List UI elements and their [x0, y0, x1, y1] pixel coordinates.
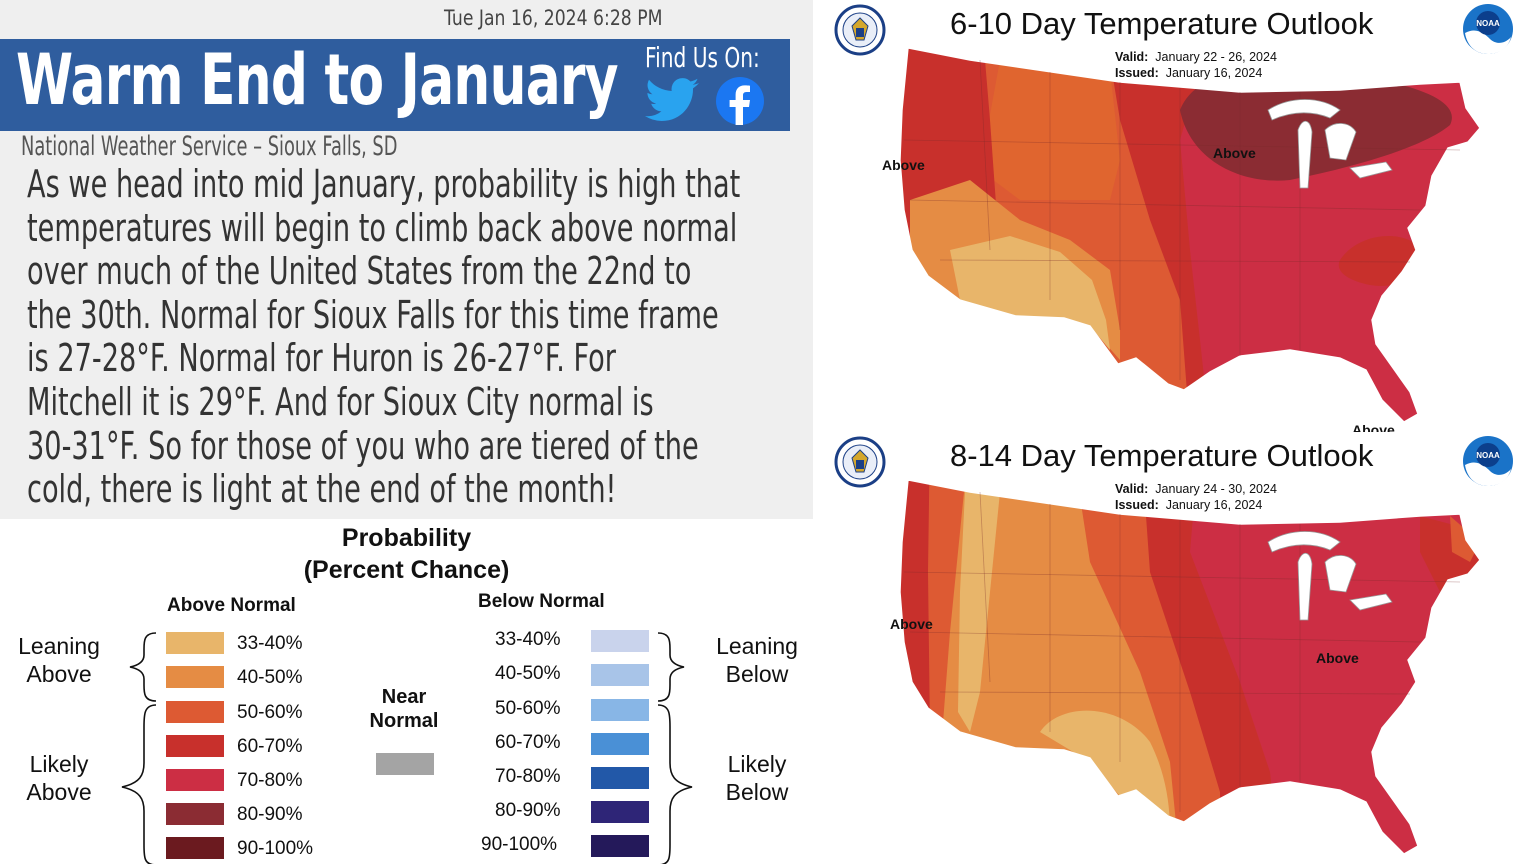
valid-value: January 24 - 30, 2024 — [1155, 482, 1277, 496]
noaa-logo-text: NOAA — [1476, 451, 1500, 460]
likely-above-label: Likely Above — [4, 750, 114, 806]
below-normal-swatch — [591, 664, 649, 686]
outlook-map-6-10-day: NOAA 6-10 Day Temperature Outlook Valid:… — [820, 0, 1536, 432]
title-banner: Warm End to January Find Us On: — [0, 39, 790, 131]
map-label-west: Above — [890, 616, 933, 632]
above-normal-swatch-label: 70-80% — [237, 770, 303, 791]
below-normal-header: Below Normal — [478, 591, 605, 612]
left-braces — [121, 632, 157, 864]
probability-legend: Probability (Percent Chance) Above Norma… — [0, 519, 813, 864]
valid-label: Valid: — [1115, 50, 1149, 64]
outlook-map-8-14-day: NOAA 8-14 Day Temperature Outlook Valid:… — [820, 432, 1536, 864]
valid-dates: Valid: January 22 - 26, 2024 — [1115, 50, 1277, 64]
below-normal-swatch — [591, 835, 649, 857]
leaning-above-label: Leaning Above — [4, 632, 114, 688]
right-braces — [657, 632, 693, 864]
group-label-line: Likely — [29, 751, 89, 777]
body-line: 30-31°F. So for those of you who are tie… — [27, 423, 699, 468]
group-label-line: Above — [26, 779, 92, 805]
above-normal-swatch-label: 80-90% — [237, 804, 303, 825]
noaa-logo-text: NOAA — [1476, 19, 1500, 28]
near-normal-label: Near Normal — [354, 685, 454, 733]
map-title: 8-14 Day Temperature Outlook — [950, 438, 1374, 473]
map-label-west: Above — [882, 157, 925, 173]
group-label-line: Leaning — [716, 633, 798, 659]
group-label-line: Likely — [727, 751, 787, 777]
valid-dates: Valid: January 24 - 30, 2024 — [1115, 482, 1277, 496]
above-normal-swatch — [166, 735, 224, 757]
group-label-line: Leaning — [18, 633, 100, 659]
above-normal-swatch — [166, 837, 224, 859]
group-label-line: Below — [725, 779, 789, 805]
body-line: cold, there is light at the end of the m… — [27, 467, 617, 512]
above-normal-swatch — [166, 632, 224, 654]
legend-title: Probability — [341, 524, 472, 552]
near-normal-swatch — [376, 753, 434, 775]
below-normal-swatch-label: 60-70% — [495, 732, 561, 753]
twitter-icon[interactable] — [645, 77, 701, 125]
below-normal-swatch-label: 50-60% — [495, 698, 561, 719]
above-normal-swatch — [166, 803, 224, 825]
facebook-icon[interactable] — [716, 77, 764, 125]
near-normal-line: Normal — [369, 710, 439, 732]
above-normal-swatch-label: 50-60% — [237, 702, 303, 723]
noaa-logo-icon: NOAA — [1463, 4, 1513, 54]
near-normal-line: Near — [381, 686, 427, 708]
below-normal-swatch-label: 33-40% — [495, 629, 561, 650]
timestamp: Tue Jan 16, 2024 6:28 PM — [444, 6, 663, 30]
info-panel: Tue Jan 16, 2024 6:28 PM Warm End to Jan… — [0, 0, 813, 519]
map-label-south: Above — [1352, 422, 1395, 432]
body-line: temperatures will begin to climb back ab… — [27, 205, 738, 250]
issued-value: January 16, 2024 — [1165, 498, 1263, 512]
below-normal-swatch — [591, 699, 649, 721]
organization-line: National Weather Service – Sioux Falls, … — [21, 131, 398, 162]
above-normal-swatch — [166, 701, 224, 723]
above-normal-swatch-label: 60-70% — [237, 736, 303, 757]
group-label-line: Below — [725, 661, 789, 687]
outlook-map-graphic — [899, 47, 1481, 423]
find-us-label: Find Us On: — [645, 41, 760, 74]
below-normal-swatch-label: 70-80% — [495, 766, 561, 787]
above-normal-swatch — [166, 769, 224, 791]
body-line: As we head into mid January, probability… — [27, 162, 741, 206]
issued-date: Issued: January 16, 2024 — [1115, 498, 1262, 512]
issued-label: Issued: — [1115, 498, 1159, 512]
likely-below-label: Likely Below — [702, 750, 812, 806]
dept-commerce-seal-icon — [834, 436, 886, 488]
below-normal-swatch-label: 90-100% — [481, 834, 558, 855]
below-normal-swatch-label: 80-90% — [495, 800, 561, 821]
legend-subtitle: (Percent Chance) — [303, 556, 510, 584]
below-normal-swatch — [591, 801, 649, 823]
below-normal-swatch — [591, 630, 649, 652]
body-line: the 30th. Normal for Sioux Falls for thi… — [27, 292, 719, 337]
valid-value: January 22 - 26, 2024 — [1155, 50, 1277, 64]
group-label-line: Above — [26, 661, 92, 687]
valid-label: Valid: — [1115, 482, 1149, 496]
body-line: Mitchell it is 29°F. And for Sioux City … — [27, 379, 654, 424]
body-line: over much of the United States from the … — [27, 249, 692, 294]
body-paragraph: As we head into mid January, probability… — [27, 162, 778, 512]
above-normal-header: Above Normal — [167, 595, 296, 616]
body-line: is 27-28°F. Normal for Huron is 26-27°F.… — [27, 336, 616, 381]
map-label-east: Above — [1213, 145, 1256, 161]
page-title: Warm End to January — [16, 39, 618, 121]
leaning-below-label: Leaning Below — [702, 632, 812, 688]
below-normal-swatch-label: 40-50% — [495, 663, 561, 684]
issued-date: Issued: January 16, 2024 — [1115, 66, 1262, 80]
above-normal-swatch — [166, 666, 224, 688]
dept-commerce-seal-icon — [834, 4, 886, 56]
above-normal-swatch-label: 90-100% — [237, 838, 314, 859]
map-label-east: Above — [1316, 650, 1359, 666]
below-normal-swatch — [591, 767, 649, 789]
above-normal-swatch-label: 40-50% — [237, 667, 303, 688]
below-normal-swatch — [591, 733, 649, 755]
issued-label: Issued: — [1115, 66, 1159, 80]
outlook-map-graphic — [899, 479, 1481, 855]
map-title: 6-10 Day Temperature Outlook — [950, 6, 1374, 41]
above-normal-swatch-label: 33-40% — [237, 633, 303, 654]
noaa-logo-icon: NOAA — [1463, 436, 1513, 486]
issued-value: January 16, 2024 — [1165, 66, 1263, 80]
